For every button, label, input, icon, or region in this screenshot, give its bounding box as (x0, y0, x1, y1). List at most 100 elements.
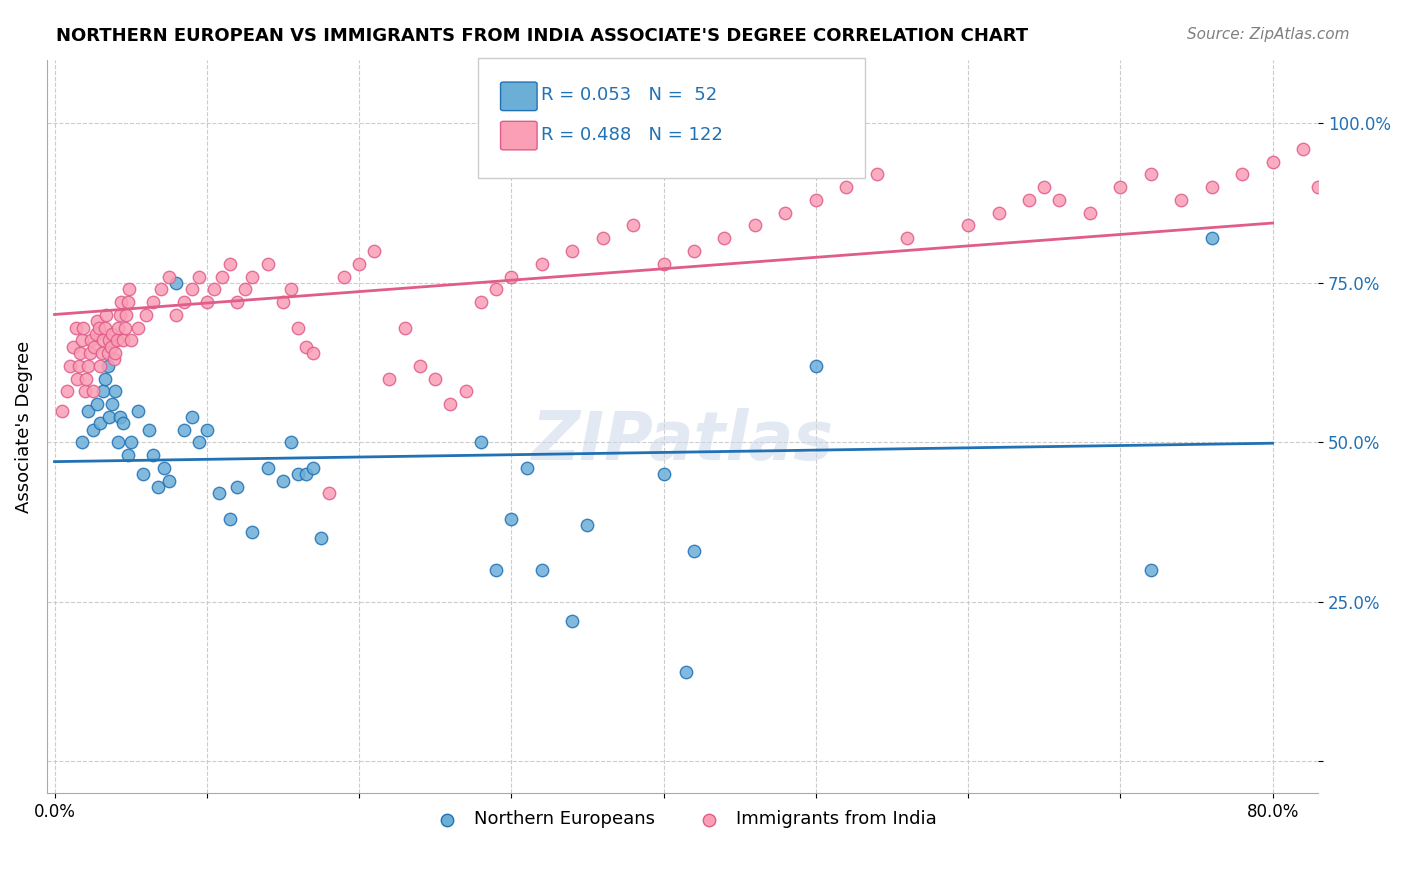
Point (132, 467, 155, 482)
Point (287, 320, 309, 334)
Point (86, 397, 108, 411)
Text: R = 0.053   N =  52: R = 0.053 N = 52 (541, 87, 717, 104)
Point (652, 467, 675, 482)
Point (173, 423, 195, 437)
Point (94, 371, 117, 385)
Point (1078, 205, 1101, 219)
Point (188, 435, 211, 450)
Point (530, 257, 553, 271)
Point (226, 295, 249, 310)
Point (1308, 180, 1330, 194)
Point (101, 397, 124, 411)
Point (347, 257, 370, 271)
Point (111, 334, 134, 348)
Point (108, 409, 131, 424)
Point (98, 334, 121, 348)
Point (957, 219, 980, 233)
Point (142, 295, 165, 310)
Point (208, 486, 231, 500)
Point (1230, 168, 1253, 182)
Point (1033, 180, 1056, 194)
Point (530, 563, 553, 577)
Point (294, 467, 316, 482)
Point (104, 346, 127, 360)
Point (59, 359, 82, 373)
Point (485, 563, 508, 577)
Point (77, 359, 100, 373)
Point (104, 384, 127, 399)
Point (66, 371, 89, 385)
Point (866, 168, 889, 182)
Point (501, 512, 523, 526)
Point (89, 417, 111, 431)
Point (67, 359, 90, 373)
Point (425, 371, 447, 385)
Point (835, 180, 858, 194)
Point (180, 282, 202, 296)
Point (180, 409, 202, 424)
Point (142, 448, 165, 462)
Point (1018, 193, 1040, 207)
Point (100, 340, 122, 354)
Point (82, 384, 104, 399)
Point (82, 423, 104, 437)
Point (226, 480, 249, 494)
Point (127, 403, 149, 417)
Point (561, 614, 583, 628)
Point (108, 308, 131, 322)
Point (501, 269, 523, 284)
Point (1049, 193, 1071, 207)
Point (775, 205, 797, 219)
Point (1292, 142, 1315, 156)
Point (103, 352, 125, 367)
Point (83, 340, 105, 354)
Point (117, 448, 139, 462)
Point (79, 346, 101, 360)
Point (118, 282, 141, 296)
Point (51, 403, 73, 417)
Point (454, 384, 477, 399)
Point (111, 417, 134, 431)
Point (77, 403, 100, 417)
Point (1353, 168, 1375, 182)
Point (576, 518, 599, 533)
Point (114, 320, 136, 334)
Point (101, 326, 124, 341)
Point (485, 282, 508, 296)
Point (91, 334, 114, 348)
Point (80, 334, 103, 348)
Point (804, 193, 827, 207)
Point (1170, 193, 1192, 207)
Point (94, 320, 117, 334)
Point (287, 467, 309, 482)
Point (1322, 193, 1344, 207)
Point (1139, 168, 1161, 182)
Point (87, 320, 110, 334)
Point (242, 524, 264, 539)
Point (117, 295, 139, 310)
Point (105, 334, 128, 348)
Point (202, 282, 225, 296)
Point (294, 340, 316, 354)
Point (107, 320, 129, 334)
Point (97, 359, 120, 373)
Point (683, 244, 706, 258)
Point (896, 231, 918, 245)
Point (89, 359, 111, 373)
Point (280, 435, 302, 450)
Point (73, 384, 96, 399)
Point (302, 346, 325, 360)
Point (110, 295, 132, 310)
Point (1109, 180, 1132, 194)
Point (515, 461, 537, 475)
Point (98, 409, 121, 424)
Point (378, 371, 401, 385)
Point (1139, 563, 1161, 577)
Point (280, 282, 302, 296)
Point (120, 334, 142, 348)
Point (1384, 142, 1406, 156)
Point (165, 276, 187, 290)
Point (561, 244, 583, 258)
Point (218, 512, 240, 526)
Point (84, 326, 107, 341)
